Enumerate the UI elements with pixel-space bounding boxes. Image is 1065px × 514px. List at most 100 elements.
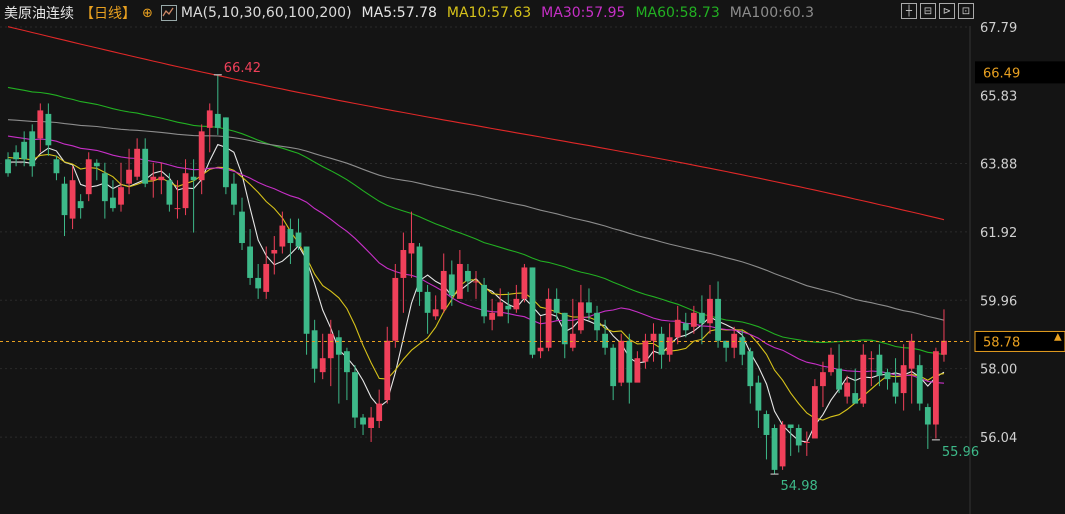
ma60-line [7,86,945,356]
candle [900,344,907,411]
candle-body [739,337,746,355]
candle [513,284,520,313]
step-icon[interactable]: ⊳ [939,3,955,19]
candle [771,424,778,475]
candle [497,288,504,317]
candle-body [771,428,778,470]
candle-body [594,312,600,331]
candle-body [795,428,802,446]
candle-body [303,246,310,334]
chart-toolbar: ┼ ⊟ ⊳ ⊡ [901,3,974,19]
candle [352,365,358,429]
candle-body [642,340,649,362]
candle-body [803,441,810,443]
candle [166,173,173,212]
candle [699,295,705,345]
candle-body [513,298,520,310]
ma-params-label[interactable]: MA(5,10,30,60,100,200) [180,5,352,21]
candle [311,319,318,383]
candle-body [537,347,544,352]
candle-body [747,351,754,387]
candle [787,424,794,456]
candle [828,347,834,376]
candle-body [561,312,568,345]
ma30-value: MA30:57.95 [541,5,626,21]
candle [618,333,625,387]
period-selector[interactable]: 【日线】 [80,6,136,22]
candle-body [699,312,705,324]
candle [763,410,770,460]
candle-body [311,330,318,369]
candle-body [376,403,383,422]
candle [715,281,721,348]
fit-icon[interactable]: ⊟ [920,3,936,19]
candle [198,124,205,195]
candle [658,326,665,369]
candle [876,344,883,387]
y-tick-label: 63.88 [980,157,1017,172]
candle-body [400,250,407,278]
candle-body [392,277,399,341]
ma-settings-icon[interactable] [160,5,177,21]
candle [134,138,141,181]
candle-body [271,250,278,254]
candle [650,323,657,362]
candle [529,267,536,359]
candle [537,316,544,359]
candle [29,124,36,177]
candle [150,162,157,198]
candle [844,375,851,404]
extreme-annotation: 54.98 [770,473,818,494]
candle [868,351,875,387]
candle-body [844,382,851,397]
candle [723,340,730,362]
candle [932,347,939,439]
candle-body [602,333,608,348]
candle [473,270,479,299]
candle [110,180,116,212]
candle-body [384,340,391,401]
candle [908,333,915,404]
candle [85,152,92,202]
candle [376,389,383,429]
candle [93,159,100,181]
candle-body [545,298,552,348]
candle-body [158,176,165,181]
candle [456,250,463,299]
candle [126,148,132,195]
crosshair-icon[interactable]: ┼ [901,3,917,19]
candle-body [134,148,141,177]
fullscreen-icon[interactable]: ⊡ [958,3,974,19]
ma100-value: MA100:60.3 [729,5,815,21]
annotation-label: 55.96 [942,445,979,460]
candle-body [521,267,528,299]
candle [820,361,826,408]
candle [327,319,334,387]
candle-body [755,382,762,411]
candle-body [916,365,923,404]
candle [392,263,399,348]
candle [416,243,423,306]
ma200-line [7,26,945,221]
candle-body [93,162,100,167]
candle [77,194,84,219]
candle-body [658,333,665,355]
candle [916,354,923,411]
candle-body [255,277,262,289]
candle [101,162,108,219]
chart-header: 美原油连续 【日线】 ⊕ MA(5,10,30,60,100,200) MA5:… [0,0,1065,26]
candle [61,176,68,237]
candle-body [618,340,625,383]
candle [884,368,891,390]
candle [239,197,245,251]
candle-body [836,368,842,390]
instrument-title[interactable]: 美原油连续 [4,6,74,22]
candle-body [69,180,76,219]
candle-body [610,347,617,387]
candle [344,347,350,401]
candle-body [892,382,899,397]
candle [465,263,471,292]
candle [602,319,608,355]
plus-circle-icon[interactable]: ⊕ [142,5,153,21]
